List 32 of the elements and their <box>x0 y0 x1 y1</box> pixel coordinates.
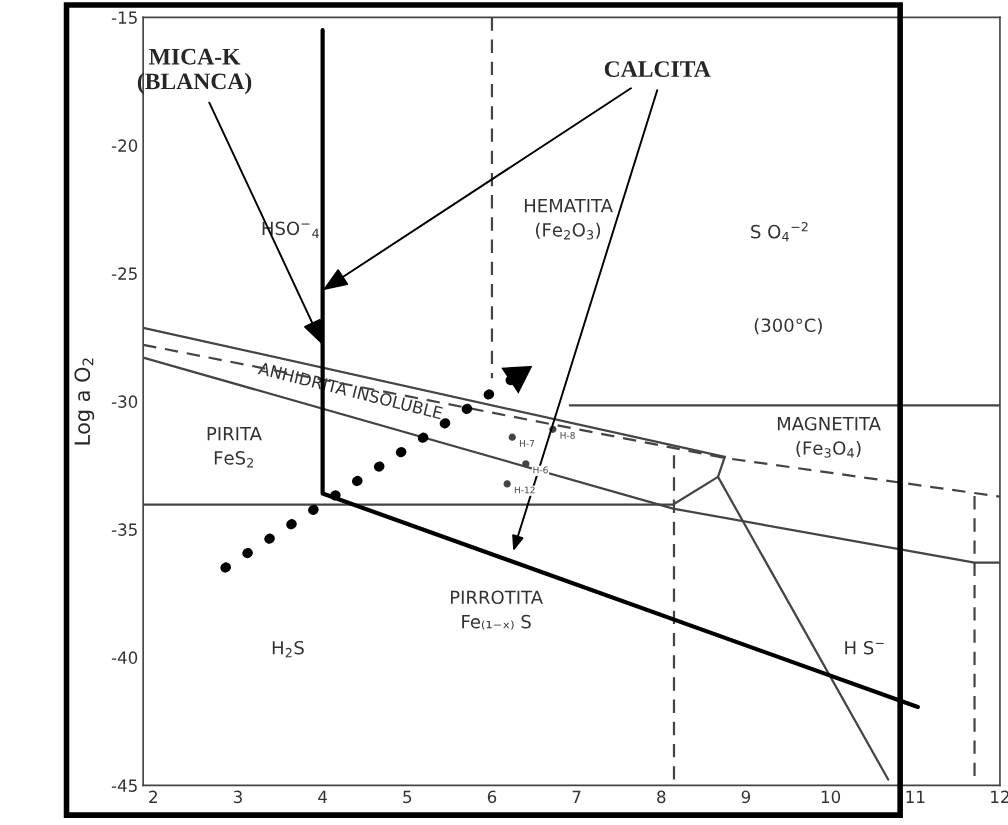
annotation: HEMATITA (Fe$_{2}$O$_{3}$) <box>524 198 613 240</box>
y-tick-label: -30 <box>111 395 138 408</box>
y-tick-label: -25 <box>111 267 137 280</box>
x-tick-label: 11 <box>906 790 925 803</box>
data-label: H-6 <box>533 466 548 474</box>
y-tick-label: -35 <box>111 523 137 536</box>
annotation: PIRITA FeS$_{2}$ <box>207 427 262 468</box>
annotation: PIRROTITA Fe₍₁₋ₓ₎ S <box>450 590 543 630</box>
data-label: H-8 <box>560 431 575 439</box>
data-label: H-7 <box>519 440 535 447</box>
y-tick-label: -20 <box>111 139 138 152</box>
x-tick-label: 4 <box>318 790 327 803</box>
x-tick-label: 2 <box>149 790 157 803</box>
data-label: H-12 <box>514 486 535 494</box>
annotation: (300°C) <box>754 318 822 335</box>
annotation: CALCITA <box>604 61 711 77</box>
x-tick-label: 8 <box>657 790 666 804</box>
y-tick-label: -15 <box>111 11 137 24</box>
x-tick-label: 10 <box>821 790 841 804</box>
x-tick-label: 3 <box>233 790 242 804</box>
annotation: S O$_{4}$$^{−2}$ <box>751 221 808 242</box>
annotation: MAGNETITA (Fe$_{3}$O$_{4}$) <box>777 416 881 458</box>
x-tick-label: 9 <box>741 790 751 804</box>
annotation: H$_{2}$S <box>272 640 304 658</box>
x-tick-label: 5 <box>403 790 412 804</box>
annotation: H S$^{−}$ <box>845 640 884 655</box>
y-tick-label: -45 <box>111 779 137 792</box>
y-axis-title: Log a O$_{2}$ <box>74 358 95 445</box>
x-tick-label: 12 <box>991 790 1008 803</box>
x-tick-label: 7 <box>572 790 581 803</box>
y-tick-label: -40 <box>111 651 138 664</box>
x-tick-label: 6 <box>487 790 497 804</box>
